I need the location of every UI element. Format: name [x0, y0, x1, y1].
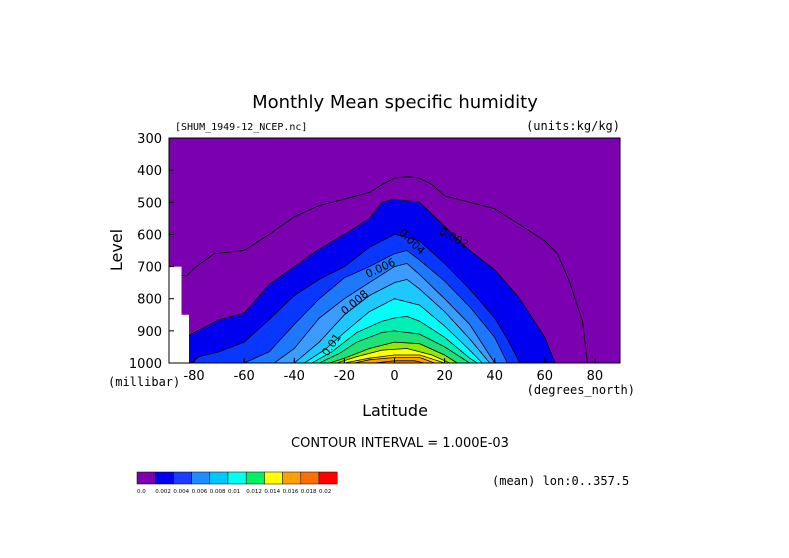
- contour-line-level-8: [319, 330, 470, 364]
- contour-interval-label: CONTOUR INTERVAL = 1.000E-03: [291, 436, 509, 451]
- x-unit-label: (degrees_north): [527, 383, 635, 397]
- y-tick-label-1: 400: [137, 164, 162, 179]
- colorbar-swatch-0: [136, 471, 156, 485]
- colorbar-label-1: 0.002: [155, 489, 171, 495]
- x-axis-label: Latitude: [362, 401, 428, 420]
- x-tick-label-7: 60: [537, 369, 554, 384]
- x-tick-label-4: 0: [390, 369, 398, 384]
- colorbar-label-7: 0.014: [264, 489, 280, 495]
- contour-line-extra-0: [168, 176, 588, 364]
- y-unit-label: (millibar): [108, 375, 180, 389]
- contour-line-level-2: [191, 233, 521, 364]
- colorbar-swatch-5: [227, 471, 247, 485]
- contour-line-level-7: [311, 315, 478, 364]
- colorbar-label-0: 0.0: [137, 489, 146, 495]
- x-tick-label-6: 40: [486, 369, 503, 384]
- missing-data-area: [169, 266, 189, 363]
- y-tick-label-2: 500: [137, 196, 162, 211]
- y-axis-label: Level: [107, 229, 126, 271]
- colorbar-label-5: 0.01: [228, 489, 240, 495]
- contour-line-level-11: [344, 354, 445, 364]
- colorbar-label-8: 0.016: [283, 489, 299, 495]
- contour-line-level-10: [336, 348, 450, 364]
- colorbar-label-2: 0.004: [173, 489, 189, 495]
- x-tick-label-1: -60: [234, 369, 255, 384]
- y-tick-label-7: 1000: [129, 357, 162, 372]
- colorbar-swatch-8: [282, 471, 302, 485]
- file-label: [SHUM_1949-12_NCEP.nc]: [175, 122, 307, 133]
- x-tick-label-0: -80: [183, 369, 204, 384]
- missing-data-polygon: [169, 266, 189, 363]
- contour-line-level-5: [294, 278, 491, 364]
- y-tick-label-5: 800: [137, 293, 162, 308]
- x-tick-label-5: 20: [436, 369, 453, 384]
- filled-contours: [169, 138, 620, 363]
- colorbar-swatch-9: [300, 471, 320, 485]
- colorbar-label-3: 0.006: [192, 489, 208, 495]
- y-tick-label-4: 700: [137, 261, 162, 276]
- colorbar-swatch-10: [318, 471, 338, 485]
- y-tick-label-6: 900: [137, 325, 162, 340]
- colorbar-label-9: 0.018: [301, 489, 317, 495]
- contour-line-level-4: [273, 262, 496, 364]
- contour-line-level-13: [374, 360, 425, 364]
- contour-line-level-3: [244, 250, 508, 364]
- colorbar-swatch-4: [209, 471, 229, 485]
- y-axis-ticks: 300 400 500 600 700 800 900 1000: [129, 132, 174, 372]
- contour-fill-level-13: [374, 360, 425, 363]
- colorbar-swatch-1: [154, 471, 174, 485]
- colorbar-label-10: 0.02: [319, 489, 331, 495]
- colorbar: 0.0 0.002 0.004 0.006 0.008 0.01 0.012 0.014 0.0…: [136, 471, 338, 495]
- x-tick-label-8: 80: [587, 369, 604, 384]
- units-label: (units:kg/kg): [526, 119, 620, 133]
- x-axis-ticks: -80 -60 -40 -20 0 20 40 60 80: [183, 358, 603, 384]
- x-tick-label-3: -20: [334, 369, 355, 384]
- y-tick-label-0: 300: [137, 132, 162, 147]
- x-tick-label-2: -40: [284, 369, 305, 384]
- colorbar-swatch-7: [264, 471, 283, 485]
- colorbar-swatch-3: [191, 471, 211, 485]
- contour-line-level-12: [354, 357, 435, 364]
- colorbar-label-4: 0.008: [210, 489, 226, 495]
- contour-line-level-6: [304, 298, 483, 364]
- contour-lines: [168, 176, 588, 364]
- colorbar-swatch-2: [173, 471, 192, 485]
- colorbar-label-6: 0.012: [246, 489, 262, 495]
- chart-title: Monthly Mean specific humidity: [252, 92, 538, 113]
- colorbar-swatch-6: [245, 471, 265, 485]
- mean-label: (mean) lon:0..357.5: [492, 474, 629, 488]
- y-tick-label-3: 600: [137, 228, 162, 243]
